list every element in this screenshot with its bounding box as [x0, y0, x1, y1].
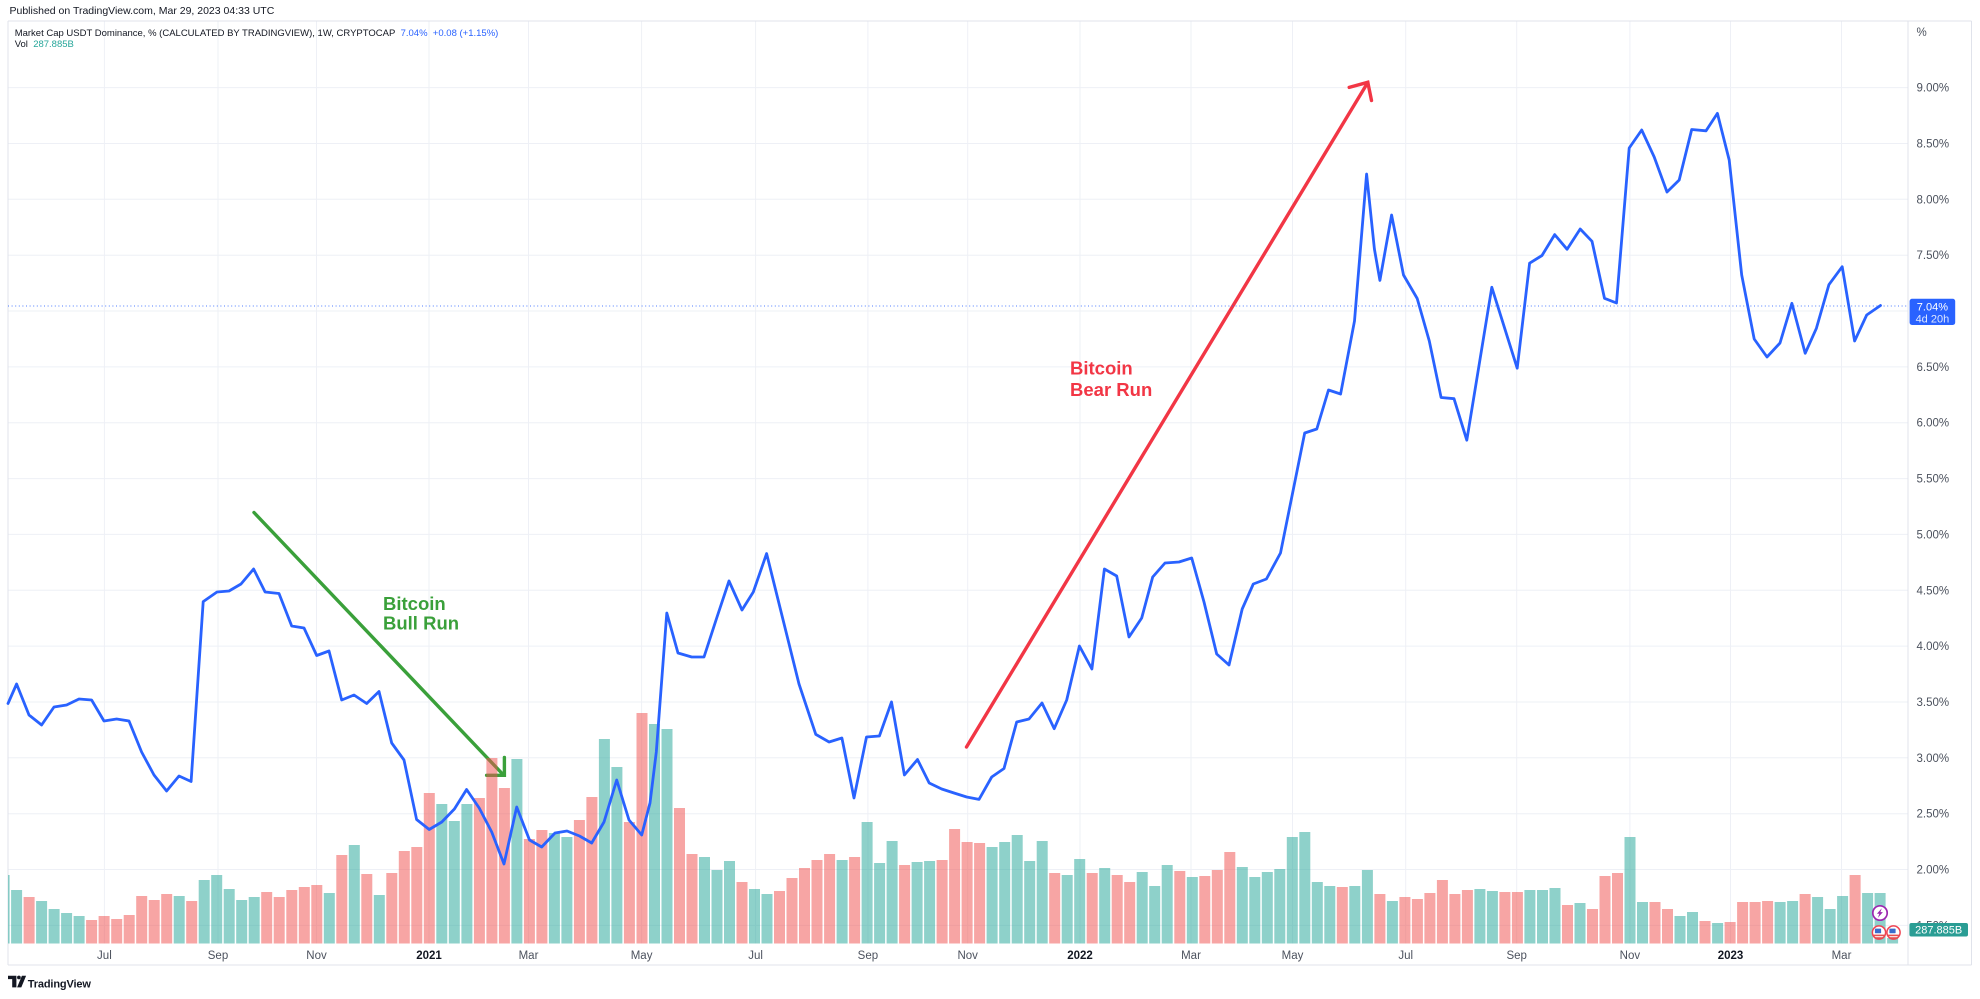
svg-text:2021: 2021	[416, 950, 442, 962]
svg-text:2023: 2023	[1718, 950, 1744, 962]
svg-text:8.50%: 8.50%	[1917, 139, 1950, 151]
svg-text:5.00%: 5.00%	[1917, 529, 1950, 541]
svg-text:Nov: Nov	[957, 950, 978, 962]
svg-text:May: May	[631, 950, 653, 962]
svg-text:4d 20h: 4d 20h	[1916, 313, 1950, 325]
svg-text:Jul: Jul	[748, 950, 763, 962]
svg-text:Sep: Sep	[208, 950, 228, 962]
svg-text:Bear Run: Bear Run	[1070, 379, 1152, 400]
svg-text:Bitcoin: Bitcoin	[383, 593, 446, 614]
svg-text:3.00%: 3.00%	[1917, 753, 1950, 765]
svg-text:%: %	[1917, 27, 1927, 39]
svg-text:2.00%: 2.00%	[1917, 865, 1950, 877]
svg-text:Mar: Mar	[1181, 950, 1201, 962]
svg-text:May: May	[1282, 950, 1304, 962]
svg-text:Jul: Jul	[1398, 950, 1413, 962]
svg-text:4.50%: 4.50%	[1917, 585, 1950, 597]
svg-text:Mar: Mar	[519, 950, 539, 962]
svg-text:Nov: Nov	[306, 950, 327, 962]
svg-text:6.00%: 6.00%	[1917, 418, 1950, 430]
svg-text:Sep: Sep	[1506, 950, 1526, 962]
svg-text:7.50%: 7.50%	[1917, 250, 1950, 262]
svg-text:2022: 2022	[1067, 950, 1093, 962]
svg-text:9.00%: 9.00%	[1917, 83, 1950, 95]
svg-text:Bitcoin: Bitcoin	[1070, 358, 1133, 379]
svg-text:Bull Run: Bull Run	[383, 613, 459, 634]
svg-text:TradingView: TradingView	[28, 978, 92, 990]
svg-text:Nov: Nov	[1620, 950, 1641, 962]
svg-text:8.00%: 8.00%	[1917, 194, 1950, 206]
svg-text:287.885B: 287.885B	[1915, 924, 1962, 936]
svg-text:7.04%: 7.04%	[1917, 302, 1948, 314]
svg-text:Mar: Mar	[1832, 950, 1852, 962]
svg-text:Jul: Jul	[97, 950, 112, 962]
svg-text:2.50%: 2.50%	[1917, 809, 1950, 821]
svg-text:3.50%: 3.50%	[1917, 697, 1950, 709]
svg-text:6.50%: 6.50%	[1917, 362, 1950, 374]
svg-text:5.50%: 5.50%	[1917, 474, 1950, 486]
svg-text:4.00%: 4.00%	[1917, 641, 1950, 653]
svg-text:Sep: Sep	[858, 950, 878, 962]
